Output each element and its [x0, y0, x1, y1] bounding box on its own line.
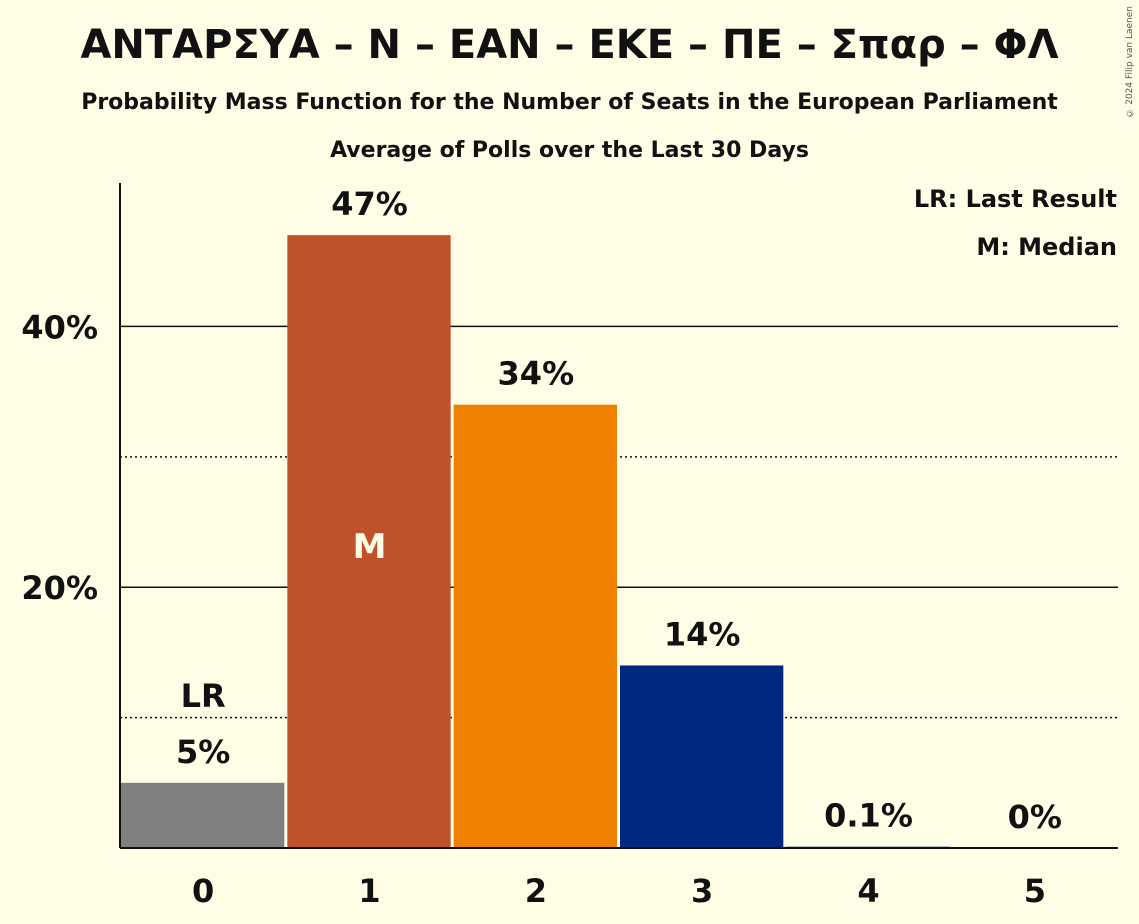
x-tick-label: 1 [358, 872, 380, 910]
chart-subtitle-2: Average of Polls over the Last 30 Days [330, 138, 809, 163]
bar-value-label: 47% [331, 185, 408, 223]
last-result-marker: LR [181, 677, 226, 715]
x-tick-label: 5 [1024, 872, 1046, 910]
x-tick-label: 2 [525, 872, 547, 910]
bar [453, 404, 617, 848]
bar-value-label: 0.1% [824, 797, 913, 835]
y-tick-label: 40% [21, 308, 98, 346]
bar-value-label: 0% [1008, 798, 1062, 836]
median-marker: M [353, 527, 387, 567]
x-tick-label: 4 [857, 872, 879, 910]
bar-value-label: 14% [664, 615, 741, 653]
x-tick-label: 3 [691, 872, 713, 910]
chart-subtitle: Probability Mass Function for the Number… [81, 90, 1058, 115]
bar-value-label: 5% [176, 733, 230, 771]
bar [121, 782, 285, 848]
x-tick-label: 0 [192, 872, 214, 910]
bar [620, 665, 784, 848]
bar-value-label: 34% [498, 355, 575, 393]
legend-last-result: LR: Last Result [913, 185, 1117, 213]
chart-title: ΑΝΤΑΡΣΥΑ – Ν – ΕΑΝ – ΕΚΕ – ΠΕ – Σπαρ – Φ… [80, 22, 1059, 68]
legend-median: M: Median [976, 233, 1117, 261]
bar [287, 235, 451, 848]
y-tick-label: 20% [21, 569, 98, 607]
